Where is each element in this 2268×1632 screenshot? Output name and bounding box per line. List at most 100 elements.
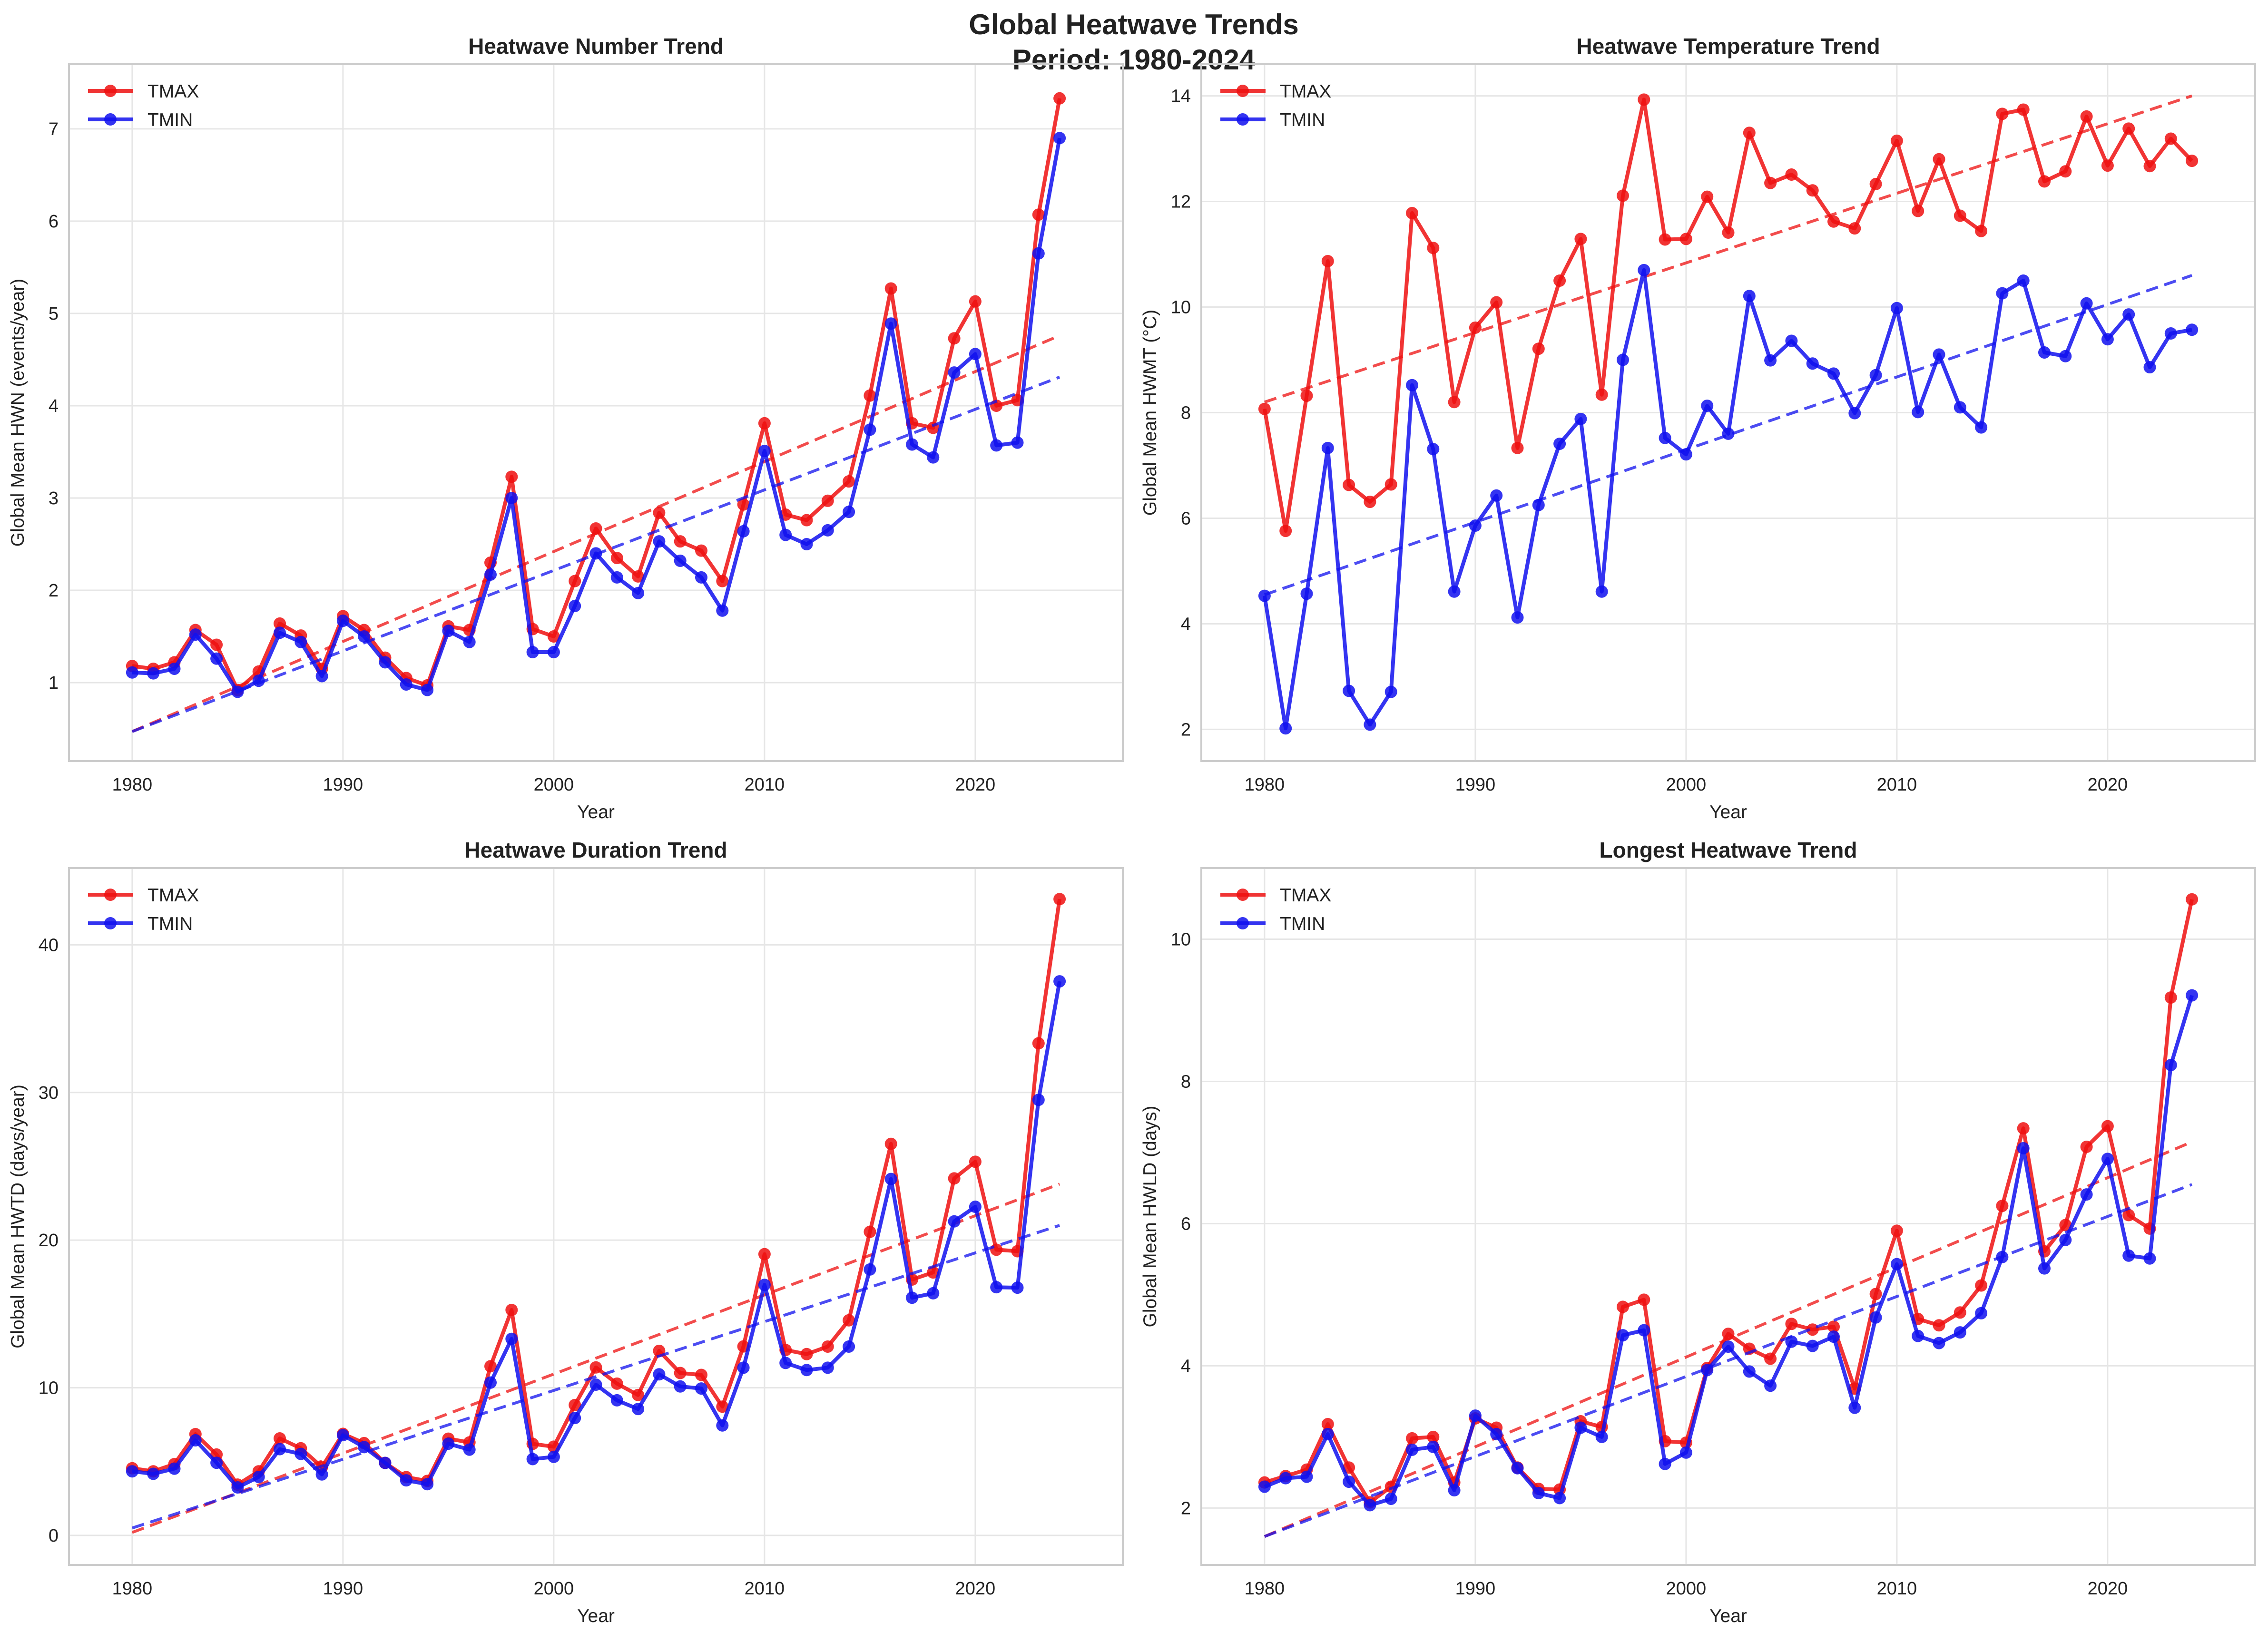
data-point-tmax (2059, 1219, 2072, 1231)
data-point-tmin (1827, 367, 1840, 380)
data-point-tmin (1532, 1487, 1545, 1500)
y-axis-label: Global Mean HWN (events/year) (8, 279, 28, 547)
series-line-tmin (1264, 995, 2194, 1507)
data-point-tmin (927, 1287, 940, 1300)
data-point-tmax (2143, 160, 2156, 173)
data-point-tmin (884, 1173, 897, 1185)
data-point-tmin (653, 535, 666, 548)
data-point-tmin (864, 1263, 876, 1276)
data-point-tmin (421, 684, 434, 696)
y-tick-label: 1 (49, 673, 59, 693)
data-point-tmax (589, 522, 602, 535)
data-point-tmax (990, 1243, 1003, 1256)
data-point-tmin (2186, 989, 2199, 1002)
data-point-tmin (1574, 412, 1587, 425)
data-point-tmin (1343, 684, 1355, 697)
legend-label-tmin: TMIN (1280, 914, 1325, 934)
data-point-tmin (1659, 1457, 1671, 1470)
data-point-tmin (442, 625, 455, 637)
y-tick-label: 20 (39, 1231, 59, 1251)
data-point-tmin (948, 1215, 961, 1228)
legend-label-tmin: TMIN (1280, 110, 1325, 130)
data-point-tmin (1722, 1340, 1735, 1353)
data-point-tmax (653, 507, 666, 519)
y-tick-label: 12 (1171, 192, 1191, 212)
trend-line-tmax (1264, 94, 2193, 404)
data-point-tmin (1427, 443, 1440, 456)
data-point-tmax (864, 1225, 876, 1238)
y-axis-label: Global Mean HWTD (days/year) (8, 1085, 28, 1349)
data-point-tmin (1032, 1094, 1045, 1106)
x-axis-label: Year (577, 802, 615, 822)
axes-frame (68, 867, 1124, 1566)
data-point-tmax (2059, 165, 2072, 178)
data-point-tmin (969, 1201, 982, 1213)
data-point-tmin (906, 1291, 918, 1304)
data-point-tmin (463, 1443, 476, 1456)
data-point-tmin (2143, 361, 2156, 374)
data-point-tmax (948, 1172, 961, 1185)
data-point-tmin (547, 646, 560, 659)
legend-marker-tmin (104, 917, 117, 929)
data-point-tmax (1743, 127, 1756, 139)
data-point-tmin (948, 366, 961, 379)
y-axis-label: Global Mean HWMT (°C) (1140, 310, 1160, 516)
data-point-tmin (2143, 1252, 2156, 1265)
data-point-tmax (632, 1388, 645, 1401)
data-point-tmax (1469, 321, 1482, 334)
data-point-tmin (463, 635, 476, 648)
trend-line-tmin (131, 1224, 1060, 1530)
data-point-tmax (1954, 209, 1966, 222)
data-point-tmin (1595, 585, 1608, 598)
data-point-tmin (1659, 431, 1671, 444)
data-point-tmax (547, 630, 560, 643)
x-tick-label: 2000 (1666, 1579, 1707, 1599)
data-point-tmin (2017, 274, 2030, 287)
data-point-tmax (1032, 208, 1045, 221)
data-point-tmax (274, 617, 286, 630)
data-point-tmax (2122, 122, 2135, 135)
data-point-tmin (231, 685, 244, 698)
data-point-tmin (1343, 1476, 1355, 1488)
data-point-tmin (147, 667, 160, 680)
data-point-tmin (2038, 1262, 2051, 1275)
data-point-tmax (1975, 225, 1988, 237)
data-point-tmax (1869, 177, 1882, 190)
data-point-tmax (674, 1367, 687, 1379)
data-point-tmin (1785, 334, 1798, 347)
data-point-tmin (653, 1368, 666, 1381)
data-point-tmin (1827, 1330, 1840, 1343)
y-tick-label: 6 (1181, 508, 1191, 528)
data-point-tmin (1764, 354, 1777, 367)
data-point-tmin (1258, 589, 1271, 602)
trend-line-tmax (131, 1182, 1060, 1534)
data-point-tmax (1764, 1352, 1777, 1365)
data-point-tmin (1279, 722, 1292, 735)
data-point-tmax (1996, 107, 2009, 120)
data-point-tmax (821, 1340, 834, 1353)
y-tick-label: 2 (1181, 720, 1191, 740)
data-point-tmax (1427, 242, 1440, 254)
data-point-tmax (884, 282, 897, 295)
data-point-tmax (2186, 893, 2199, 906)
data-point-tmin (1511, 1462, 1524, 1475)
y-tick-label: 4 (1181, 614, 1191, 634)
data-point-tmax (2101, 1120, 2114, 1133)
x-axis-label: Year (1709, 1606, 1747, 1626)
data-point-tmin (547, 1450, 560, 1463)
x-tick-label: 1990 (323, 1579, 363, 1599)
data-point-tmax (758, 1248, 771, 1261)
y-tick-label: 8 (1181, 403, 1191, 423)
data-point-tmin (716, 1419, 729, 1432)
data-point-tmax (2164, 132, 2177, 145)
x-tick-label: 1990 (1455, 1579, 1496, 1599)
data-point-tmin (526, 646, 539, 659)
y-tick-label: 6 (49, 212, 59, 232)
data-point-tmin (358, 630, 371, 643)
data-point-tmin (1806, 1339, 1819, 1352)
data-point-tmin (2164, 1059, 2177, 1072)
data-point-tmin (2059, 350, 2072, 362)
data-point-tmax (1701, 190, 1714, 203)
